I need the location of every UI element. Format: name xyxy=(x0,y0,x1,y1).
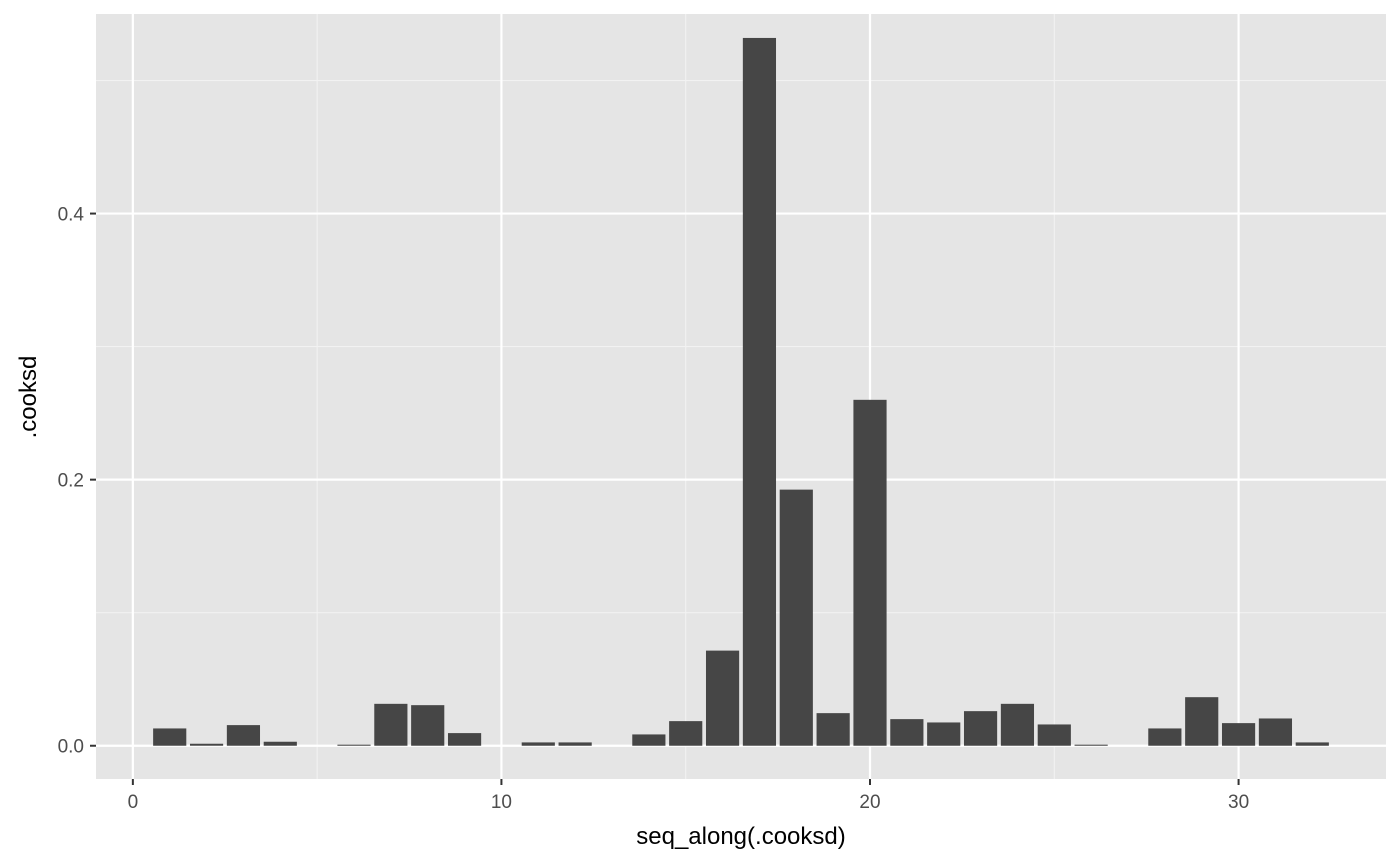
bar-28 xyxy=(1148,728,1182,746)
bar-16 xyxy=(705,650,740,746)
bar-32 xyxy=(1295,742,1329,746)
bar-29 xyxy=(1185,697,1219,746)
y-tick-label: 0.4 xyxy=(58,205,85,226)
x-tick-label: 0 xyxy=(128,792,139,813)
axis-ticks xyxy=(90,212,1240,785)
bar-15 xyxy=(669,721,703,746)
y-axis-title: .cooksd xyxy=(15,356,42,439)
bar-21 xyxy=(890,719,924,746)
bar-26 xyxy=(1074,744,1108,746)
bar-22 xyxy=(927,722,961,746)
y-tick-label: 0.0 xyxy=(58,737,84,758)
x-tick-label: 10 xyxy=(491,792,512,813)
bar-23 xyxy=(963,711,998,746)
x-axis-title: seq_along(.cooksd) xyxy=(636,823,845,850)
bar-4 xyxy=(263,741,297,746)
plot-panel xyxy=(96,14,1386,779)
bar-3 xyxy=(226,725,261,746)
bar-2 xyxy=(189,743,224,746)
bar-14 xyxy=(632,734,666,746)
bars-group xyxy=(153,37,1329,746)
bar-17 xyxy=(742,37,777,746)
bar-31 xyxy=(1258,718,1293,746)
bar-12 xyxy=(558,742,592,746)
y-tick-label: 0.2 xyxy=(58,471,84,492)
bar-18 xyxy=(779,489,813,746)
x-tick-label: 20 xyxy=(859,792,880,813)
bar-25 xyxy=(1037,724,1071,746)
bar-24 xyxy=(1000,703,1035,746)
axis-tick-labels: 0 10 20 30 0.0 0.2 0.4 xyxy=(58,205,1250,813)
major-gridlines xyxy=(96,14,1386,779)
bar-7 xyxy=(374,703,408,746)
bar-8 xyxy=(411,705,445,746)
bar-19 xyxy=(816,713,850,746)
bar-20 xyxy=(853,399,887,746)
bar-1 xyxy=(153,728,187,746)
minor-gridlines xyxy=(96,14,1386,779)
x-tick-label: 30 xyxy=(1228,792,1249,813)
bar-9 xyxy=(447,733,482,746)
bar-6 xyxy=(337,744,371,746)
bar-30 xyxy=(1221,723,1256,746)
bar-11 xyxy=(521,742,555,746)
